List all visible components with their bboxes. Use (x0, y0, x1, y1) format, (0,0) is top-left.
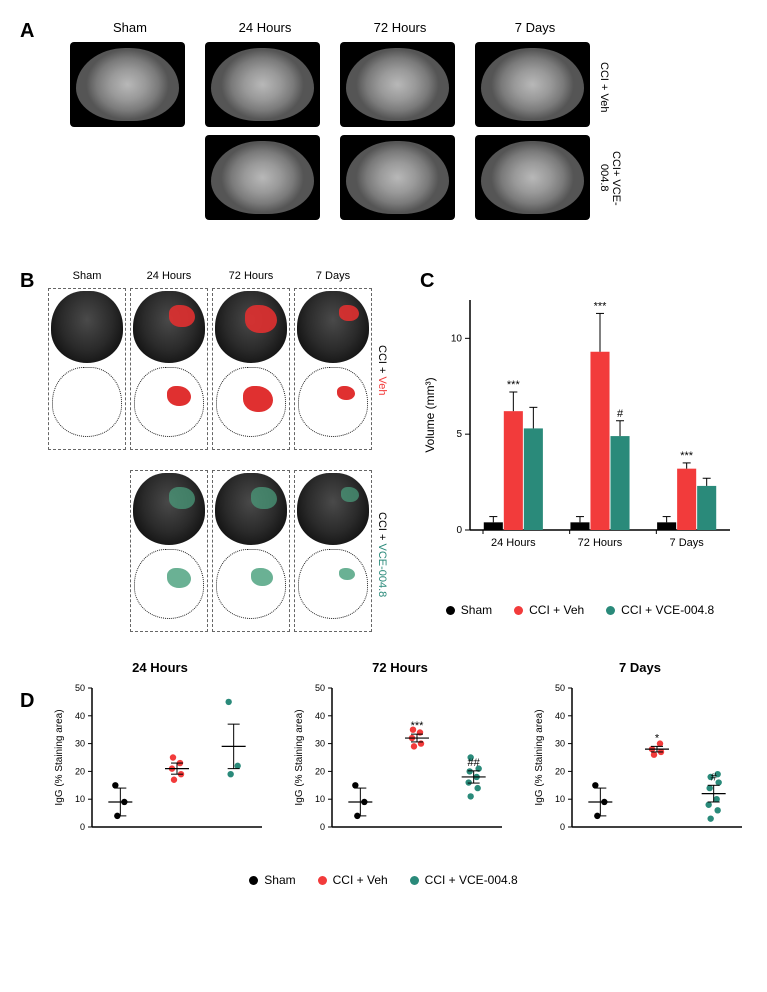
panel-d-title-0: 24 Hours (50, 660, 270, 675)
bar-chart-volume: 0 5 10 Volume (mm³) 24 Hours *** 72 Hours *** #7… (420, 280, 740, 590)
svg-text:50: 50 (555, 683, 565, 693)
svg-text:*: * (655, 732, 660, 744)
panel-d-sub-1: 72 Hours 0 10 20 30 40 50 IgG (% Staining area… (290, 660, 510, 860)
svg-text:20: 20 (75, 766, 85, 776)
scatter-chart: 0 10 20 30 40 50 IgG (% Staining area) (50, 660, 270, 845)
panel-b-header-2: 72 Hours (212, 270, 290, 282)
svg-text:0: 0 (80, 822, 85, 832)
panel-a-header-1: 24 Hours (205, 20, 325, 35)
svg-text:50: 50 (315, 683, 325, 693)
svg-text:#: # (711, 771, 718, 783)
panel-b-cell (212, 288, 290, 450)
svg-text:72 Hours: 72 Hours (578, 537, 623, 549)
mri-slice (340, 135, 455, 220)
panel-a-header-3: 7 Days (475, 20, 595, 35)
legend-label: CCI + VCE-004.8 (621, 603, 714, 617)
svg-text:40: 40 (75, 711, 85, 721)
svg-text:10: 10 (555, 794, 565, 804)
mri-slice (70, 42, 185, 127)
svg-text:***: *** (411, 720, 425, 732)
panel-b-cell (48, 288, 126, 450)
panel-b-header-0: Sham (48, 270, 126, 282)
panel-b-cell (294, 288, 372, 450)
scatter-chart: 0 10 20 30 40 50 IgG (% Staining area) * # (530, 660, 750, 845)
svg-text:##: ## (468, 757, 481, 769)
legend-label: CCI + VCE-004.8 (425, 873, 518, 887)
svg-text:20: 20 (315, 766, 325, 776)
svg-text:30: 30 (75, 739, 85, 749)
panel-b: Sham 24 Hours 72 Hours 7 Days CCI + Veh … (20, 270, 380, 660)
svg-text:30: 30 (555, 739, 565, 749)
panel-b-rowlabel-1: CCI + VCE-004.8 (376, 490, 388, 620)
svg-text:IgG (% Staining area): IgG (% Staining area) (534, 709, 545, 805)
svg-text:0: 0 (560, 822, 565, 832)
svg-text:10: 10 (75, 794, 85, 804)
panel-c-legend: Sham CCI + Veh CCI + VCE-004.8 (420, 603, 740, 617)
legend-label: CCI + Veh (333, 873, 388, 887)
svg-text:40: 40 (555, 711, 565, 721)
svg-text:Volume (mm³): Volume (mm³) (423, 377, 437, 452)
mri-slice (205, 135, 320, 220)
panel-a-rowlabel-0: CCI + Veh (598, 52, 610, 122)
svg-text:IgG (% Staining area): IgG (% Staining area) (54, 709, 65, 805)
svg-text:***: *** (507, 379, 521, 391)
panel-a-header-0: Sham (70, 20, 190, 35)
svg-text:0: 0 (456, 525, 462, 536)
svg-text:***: *** (594, 300, 608, 312)
svg-text:20: 20 (555, 766, 565, 776)
mri-slice (475, 135, 590, 220)
svg-text:7 Days: 7 Days (670, 537, 705, 549)
panel-a-rowlabel-1: CCI+ VCE-004.8 (598, 138, 622, 218)
svg-text:#: # (617, 408, 624, 420)
svg-text:10: 10 (451, 333, 463, 344)
mri-slice (340, 42, 455, 127)
panel-d-sub-0: 24 Hours 0 10 20 30 40 50 IgG (% Staining area… (50, 660, 270, 860)
panel-d-title-2: 7 Days (530, 660, 750, 675)
mri-slice (205, 42, 320, 127)
panel-d: 24 Hours 0 10 20 30 40 50 IgG (% Staining area… (20, 660, 747, 910)
panel-b-header-3: 7 Days (294, 270, 372, 282)
panel-a-header-2: 72 Hours (340, 20, 460, 35)
svg-text:40: 40 (315, 711, 325, 721)
svg-text:5: 5 (456, 429, 462, 440)
svg-text:50: 50 (75, 683, 85, 693)
svg-text:24 Hours: 24 Hours (491, 537, 536, 549)
svg-text:IgG (% Staining area): IgG (% Staining area) (294, 709, 305, 805)
svg-text:***: *** (680, 450, 694, 462)
panel-b-cell (212, 470, 290, 632)
panel-b-header-1: 24 Hours (130, 270, 208, 282)
legend-label: Sham (264, 873, 295, 887)
svg-text:0: 0 (320, 822, 325, 832)
panel-b-cell (130, 470, 208, 632)
panel-b-cell (294, 470, 372, 632)
svg-text:10: 10 (315, 794, 325, 804)
panel-b-cell (130, 288, 208, 450)
panel-a: Sham 24 Hours 72 Hours 7 Days CCI + Veh … (20, 20, 747, 230)
panel-d-title-1: 72 Hours (290, 660, 510, 675)
legend-label: Sham (461, 603, 492, 617)
mri-slice (475, 42, 590, 127)
scatter-chart: 0 10 20 30 40 50 IgG (% Staining area) *** ## (290, 660, 510, 845)
panel-c: 0 5 10 Volume (mm³) 24 Hours *** 72 Hours *** #7… (420, 280, 740, 640)
panel-b-rowlabel-0: CCI + Veh (376, 320, 388, 420)
panel-d-sub-2: 7 Days 0 10 20 30 40 50 IgG (% Staining area) *… (530, 660, 750, 860)
panel-d-legend: Sham CCI + Veh CCI + VCE-004.8 (20, 873, 747, 887)
legend-label: CCI + Veh (529, 603, 584, 617)
svg-text:30: 30 (315, 739, 325, 749)
